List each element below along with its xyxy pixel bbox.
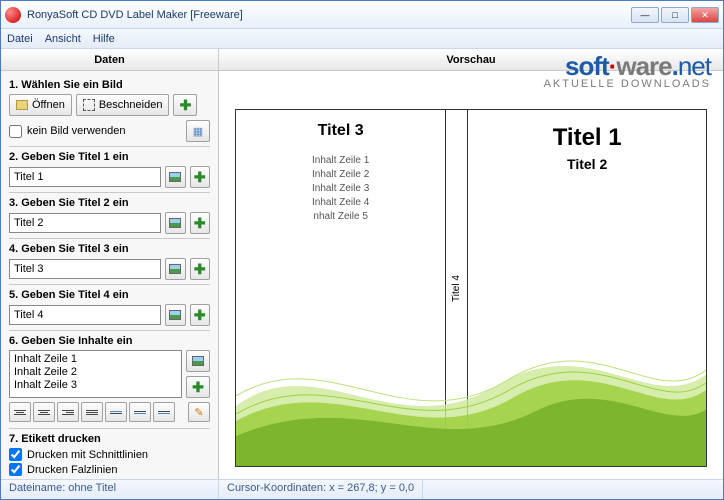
image-icon bbox=[192, 356, 204, 366]
dvd-case: Titel 3 Inhalt Zeile 1Inhalt Zeile 2Inha… bbox=[235, 109, 707, 467]
titel3-img-button[interactable] bbox=[165, 258, 186, 280]
image-icon bbox=[169, 310, 181, 320]
titel4-img-button[interactable] bbox=[165, 304, 186, 326]
folder-icon bbox=[16, 100, 28, 110]
sec7-label: 7. Etikett drucken bbox=[9, 433, 210, 445]
image-icon bbox=[169, 172, 181, 182]
watermark: soft·ware.net AKTUELLE DOWNLOADS bbox=[544, 51, 711, 90]
statusbar: Dateiname: ohne Titel Cursor-Koordinaten… bbox=[1, 479, 723, 499]
left-panel-header: Daten bbox=[1, 49, 218, 71]
foldlines-label: Drucken Falzlinien bbox=[27, 464, 117, 476]
align-center-button[interactable] bbox=[33, 402, 55, 422]
image-icon bbox=[169, 218, 181, 228]
back-content: Inhalt Zeile 1Inhalt Zeile 2Inhalt Zeile… bbox=[246, 154, 435, 224]
sec1-label: 1. Wählen Sie ein Bild bbox=[9, 79, 210, 91]
plus-icon: ✚ bbox=[192, 379, 204, 396]
spine-title: Titel 4 bbox=[451, 275, 462, 302]
wm-soft: soft bbox=[565, 51, 609, 81]
minimize-button[interactable]: — bbox=[631, 7, 659, 23]
edit-button[interactable]: ✎ bbox=[188, 402, 210, 422]
inhalt-add-button[interactable]: ✚ bbox=[186, 376, 210, 398]
left-panel-body: 1. Wählen Sie ein Bild Öffnen Beschneide… bbox=[1, 71, 218, 479]
titel1-img-button[interactable] bbox=[165, 166, 186, 188]
preview-area[interactable]: Titel 3 Inhalt Zeile 1Inhalt Zeile 2Inha… bbox=[219, 71, 723, 479]
status-cursor: Cursor-Koordinaten: x = 267,8; y = 0,0 bbox=[219, 480, 423, 499]
case-back: Titel 3 Inhalt Zeile 1Inhalt Zeile 2Inha… bbox=[236, 110, 446, 466]
align-right-button[interactable] bbox=[57, 402, 79, 422]
titel3-add-button[interactable]: ✚ bbox=[190, 258, 211, 280]
grid-icon: ▦ bbox=[193, 125, 203, 138]
close-button[interactable]: ✕ bbox=[691, 7, 719, 23]
maximize-button[interactable]: □ bbox=[661, 7, 689, 23]
image-icon bbox=[169, 264, 181, 274]
case-spine: Titel 4 bbox=[446, 110, 468, 466]
nobild-label: kein Bild verwenden bbox=[27, 125, 125, 137]
foldlines-checkbox[interactable] bbox=[9, 463, 22, 476]
back-title: Titel 3 bbox=[246, 122, 435, 140]
titel2-img-button[interactable] bbox=[165, 212, 186, 234]
cutlines-label: Drucken mit Schnittlinien bbox=[27, 449, 148, 461]
plus-icon: ✚ bbox=[180, 97, 192, 114]
cutlines-checkbox[interactable] bbox=[9, 448, 22, 461]
status-filename: Dateiname: ohne Titel bbox=[1, 480, 219, 499]
case-front: Titel 1 Titel 2 bbox=[468, 110, 706, 466]
menu-ansicht[interactable]: Ansicht bbox=[45, 33, 81, 45]
nobild-checkbox[interactable] bbox=[9, 125, 22, 138]
wm-net: net bbox=[678, 51, 711, 81]
valign-top-button[interactable] bbox=[105, 402, 127, 422]
menu-hilfe[interactable]: Hilfe bbox=[93, 33, 115, 45]
open-label: Öffnen bbox=[32, 99, 65, 111]
titel2-input[interactable] bbox=[9, 213, 161, 233]
plus-icon: ✚ bbox=[194, 261, 206, 278]
titel1-add-button[interactable]: ✚ bbox=[190, 166, 211, 188]
sec6-label: 6. Geben Sie Inhalte ein bbox=[9, 335, 210, 347]
plus-icon: ✚ bbox=[194, 169, 206, 186]
plus-icon: ✚ bbox=[194, 215, 206, 232]
align-justify-button[interactable] bbox=[81, 402, 103, 422]
wm-ware: ware bbox=[616, 51, 671, 81]
sec5-label: 5. Geben Sie Titel 4 ein bbox=[9, 289, 210, 301]
crop-icon bbox=[83, 99, 95, 111]
valign-bot-button[interactable] bbox=[153, 402, 175, 422]
wm-sub: AKTUELLE DOWNLOADS bbox=[544, 78, 711, 90]
front-title2: Titel 2 bbox=[478, 156, 696, 172]
menubar: Datei Ansicht Hilfe bbox=[1, 29, 723, 49]
titel4-input[interactable] bbox=[9, 305, 161, 325]
valign-mid-button[interactable] bbox=[129, 402, 151, 422]
align-left-button[interactable] bbox=[9, 402, 31, 422]
crop-button[interactable]: Beschneiden bbox=[76, 94, 170, 116]
titel4-add-button[interactable]: ✚ bbox=[190, 304, 211, 326]
inhalt-textarea[interactable] bbox=[9, 350, 182, 398]
sec3-label: 3. Geben Sie Titel 2 ein bbox=[9, 197, 210, 209]
titlebar: RonyaSoft CD DVD Label Maker [Freeware] … bbox=[1, 1, 723, 29]
open-button[interactable]: Öffnen bbox=[9, 94, 72, 116]
app-icon bbox=[5, 7, 21, 23]
sec2-label: 2. Geben Sie Titel 1 ein bbox=[9, 151, 210, 163]
add-image-button[interactable]: ✚ bbox=[173, 94, 197, 116]
plus-icon: ✚ bbox=[194, 307, 206, 324]
pencil-icon: ✎ bbox=[194, 406, 203, 419]
front-title1: Titel 1 bbox=[478, 124, 696, 152]
sec4-label: 4. Geben Sie Titel 3 ein bbox=[9, 243, 210, 255]
crop-label: Beschneiden bbox=[99, 99, 163, 111]
titel2-add-button[interactable]: ✚ bbox=[190, 212, 211, 234]
menu-datei[interactable]: Datei bbox=[7, 33, 33, 45]
grid-button[interactable]: ▦ bbox=[186, 120, 210, 142]
inhalt-img-button[interactable] bbox=[186, 350, 210, 372]
titel3-input[interactable] bbox=[9, 259, 161, 279]
window-title: RonyaSoft CD DVD Label Maker [Freeware] bbox=[27, 9, 631, 21]
titel1-input[interactable] bbox=[9, 167, 161, 187]
